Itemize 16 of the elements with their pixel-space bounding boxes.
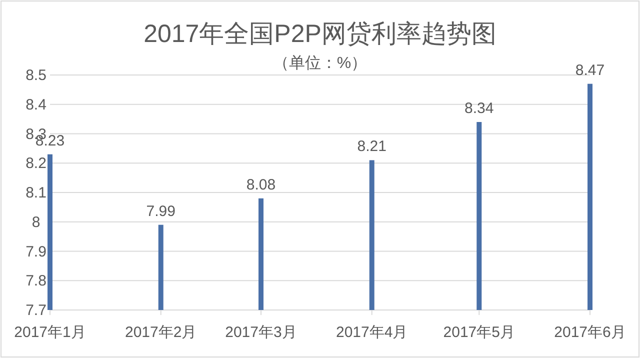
title: 2017年全国P2P网贷利率趋势图 bbox=[144, 20, 496, 48]
y-tick-label: 8 bbox=[32, 214, 40, 231]
y-tick-label: 7.9 bbox=[26, 243, 46, 260]
x-tick-label: 2017年3月 bbox=[225, 324, 297, 341]
x-tick-label: 2017年2月 bbox=[125, 324, 197, 341]
subtitle: （单位：%） bbox=[272, 55, 368, 72]
x-tick-label: 2017年4月 bbox=[336, 324, 408, 341]
y-tick-label: 8.4 bbox=[26, 96, 46, 114]
y-tick-label: 8.2 bbox=[26, 155, 46, 172]
x-tick-label: 2017年6月 bbox=[554, 324, 626, 341]
y-tick-label: 7.8 bbox=[26, 272, 46, 290]
x-tick-label: 2017年5月 bbox=[443, 324, 515, 341]
x-tick-label: 2017年1月 bbox=[14, 324, 86, 341]
y-tick-label: 8.1 bbox=[26, 184, 46, 202]
y-tick-label: 8.5 bbox=[26, 67, 46, 84]
y-tick-label: 7.7 bbox=[26, 302, 46, 319]
